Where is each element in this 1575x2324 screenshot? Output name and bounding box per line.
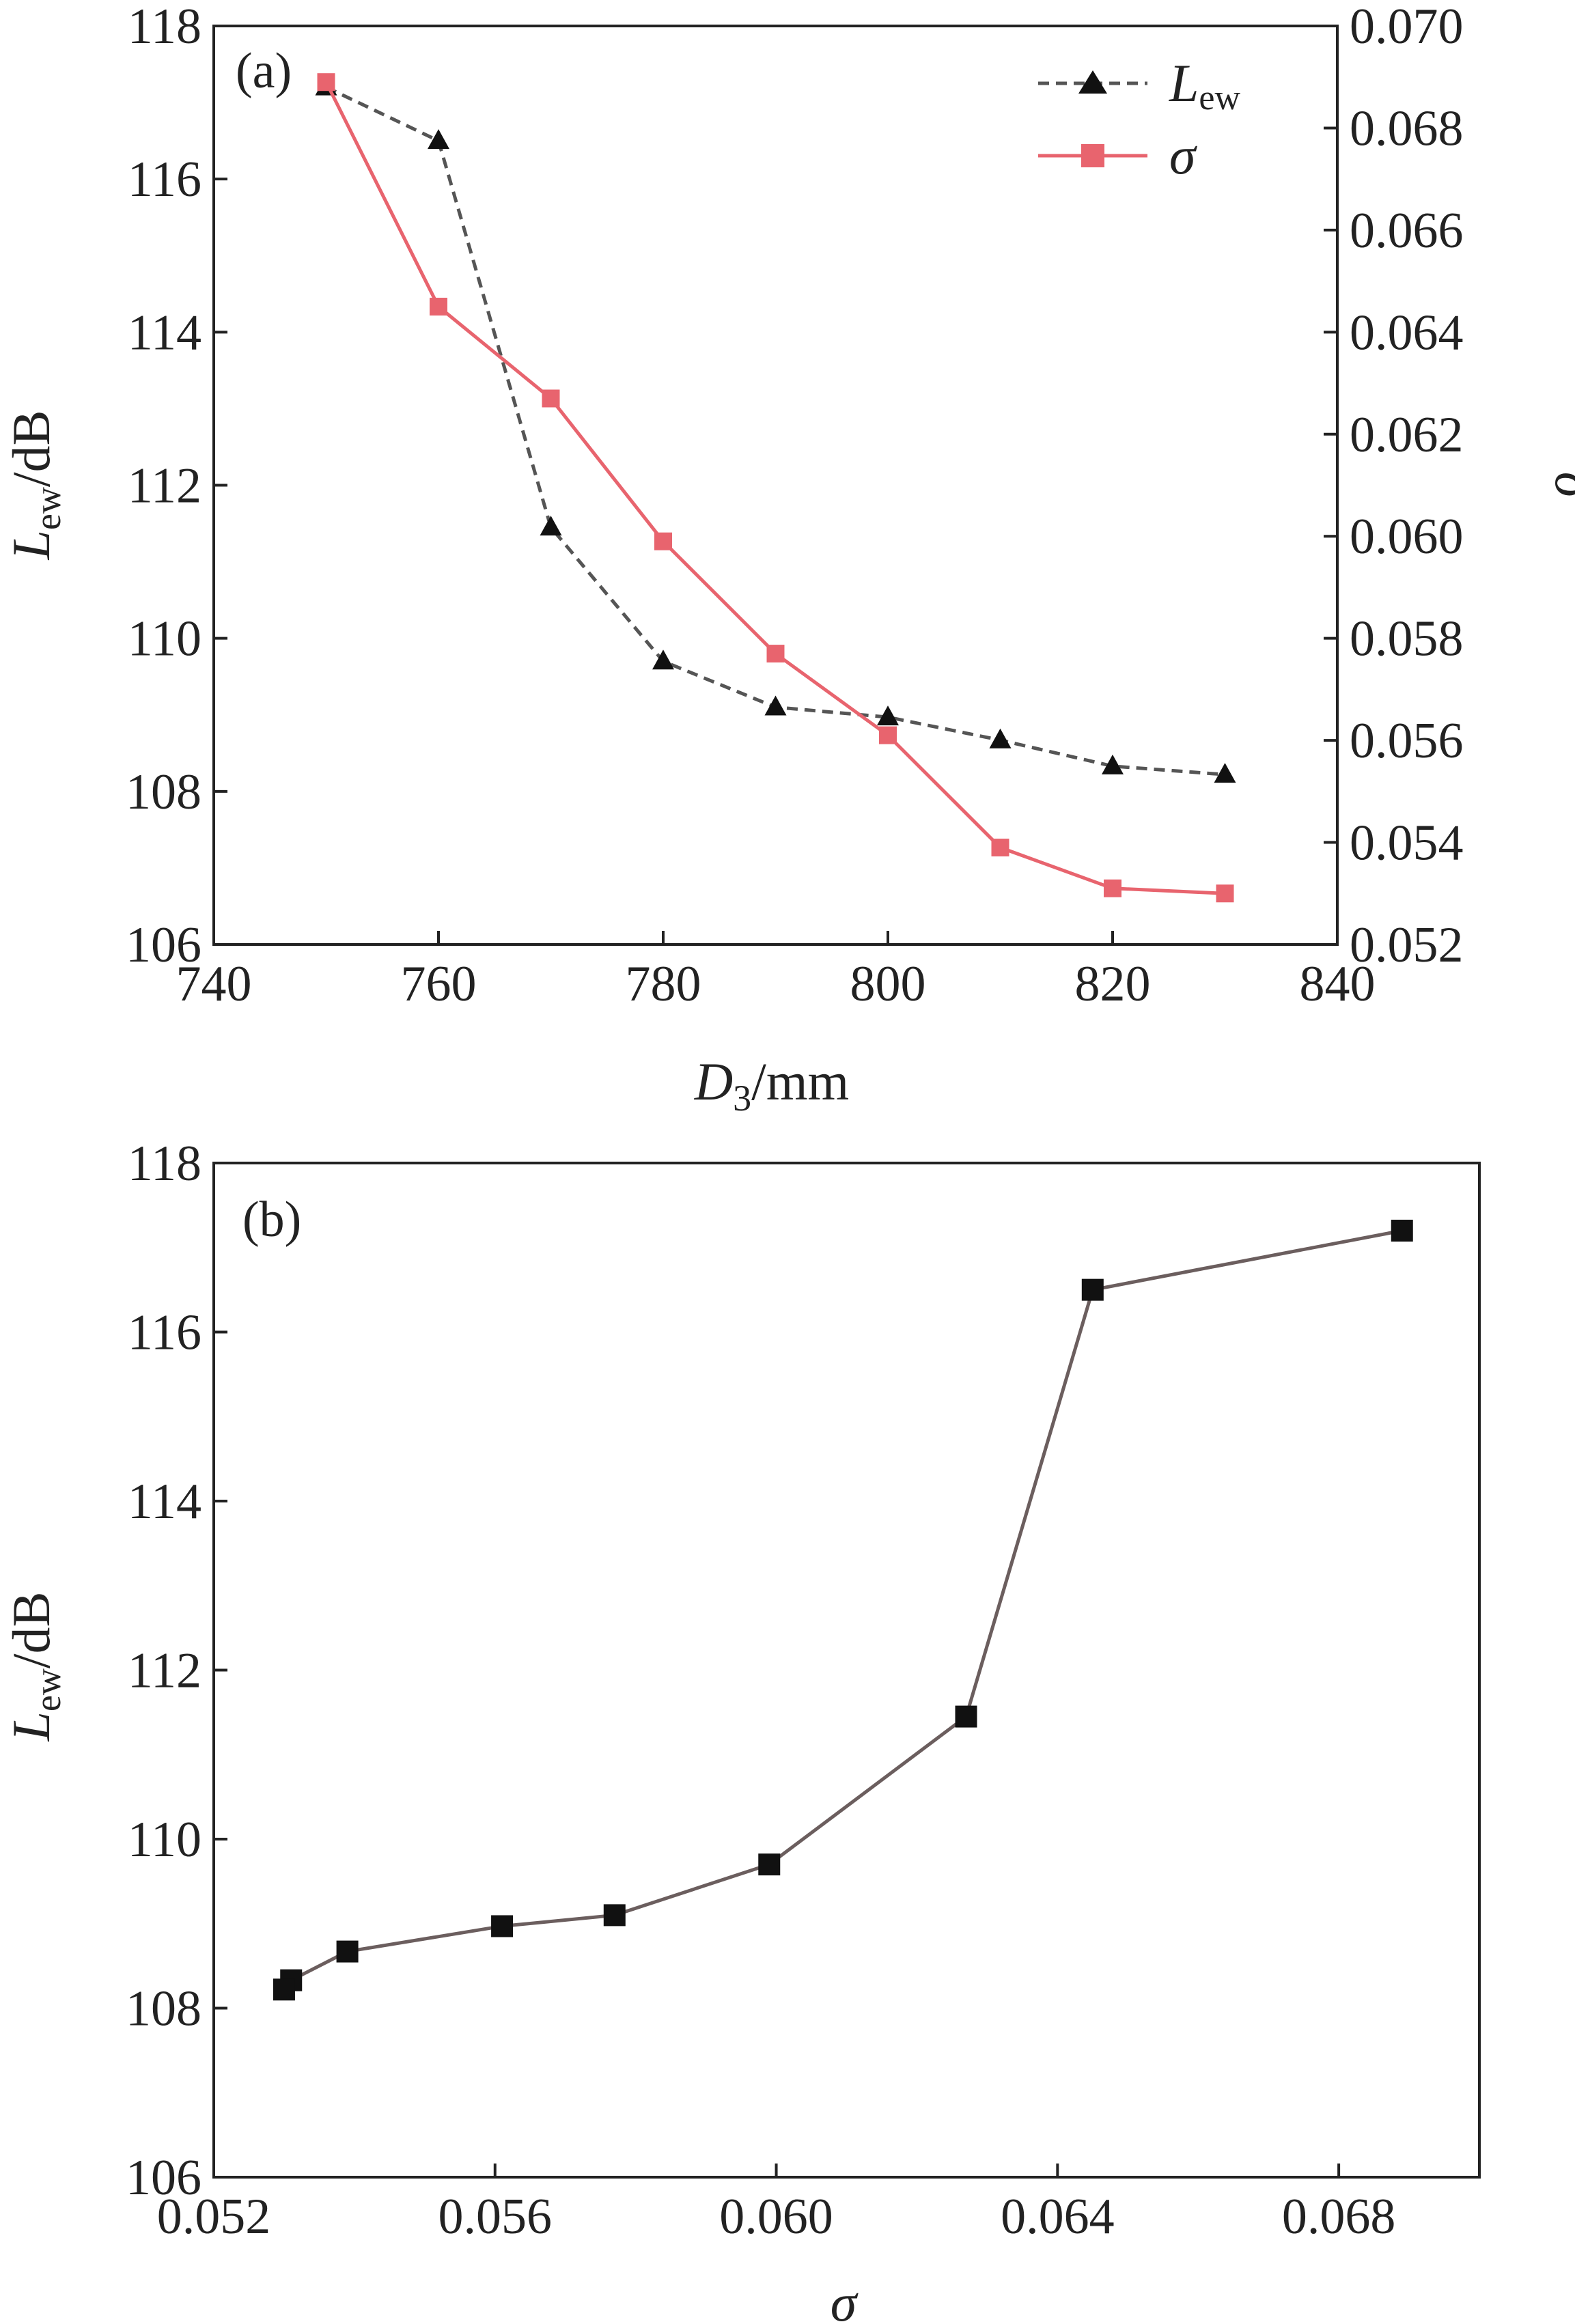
lew-data-point xyxy=(540,516,562,536)
lew-data-point xyxy=(1214,763,1236,783)
panel-b-data-point xyxy=(1081,1278,1104,1301)
panel-b-x-tick-label: 0.052 xyxy=(157,2189,271,2245)
legend-lew-label: Lew xyxy=(1169,53,1240,117)
panel-b-label: (b) xyxy=(242,1192,301,1248)
panel-a-y-right-tick-label: 0.070 xyxy=(1350,0,1464,55)
panel-a-y-left-tick-label: 112 xyxy=(128,458,201,514)
panel-b-y-tick-label: 118 xyxy=(128,1136,201,1192)
panel-b-x-tick-label: 0.060 xyxy=(719,2189,833,2245)
lew-series-line xyxy=(325,85,1225,776)
lew-data-point xyxy=(428,129,449,150)
lew-data-point xyxy=(764,695,787,716)
panel-a-ylabel-main: L xyxy=(1,530,61,560)
lew-data-point xyxy=(989,728,1012,748)
panel-b-chart: 0.052 0.056 0.060 0.064 0.068 106 108 110 112 114… xyxy=(1,1136,1481,2324)
legend-lew-sub: ew xyxy=(1199,79,1240,117)
panel-b-ylabel-sub: ew xyxy=(27,1668,68,1711)
panel-a-ylabel-sub: ew xyxy=(27,487,68,530)
sigma-data-point xyxy=(879,726,897,744)
panel-a-ticks: 740 760 780 800 820 840 106 108 110 112 114 116 118 0… xyxy=(126,0,1464,1012)
legend-entry-sigma: σ xyxy=(1038,126,1197,185)
sigma-data-point xyxy=(317,73,335,92)
panel-a-y-right-tick-label: 0.068 xyxy=(1350,100,1464,156)
panel-a-y-right-tick-label: 0.054 xyxy=(1350,815,1464,871)
panel-b-y-axis-title: Lew/dB xyxy=(1,1591,68,1741)
panel-a-y-left-tick-label: 108 xyxy=(126,764,201,820)
panel-a-y-right-tick-label: 0.058 xyxy=(1350,611,1464,667)
panel-b-data-point xyxy=(491,1915,514,1937)
panel-a-xlabel-main: D xyxy=(694,1052,733,1111)
panel-b-data-point xyxy=(758,1853,781,1876)
panel-a-ylabel-unit: /dB xyxy=(1,410,61,487)
panel-a-y-left-tick-label: 106 xyxy=(126,917,201,973)
lew-data-point xyxy=(652,649,674,670)
lew-data-point xyxy=(1102,754,1124,774)
panel-b-x-tick-label: 0.056 xyxy=(438,2189,553,2245)
panel-b-data-point xyxy=(955,1705,977,1728)
panel-b-series xyxy=(273,1220,1413,2001)
legend-lew-name: L xyxy=(1169,53,1199,113)
panel-b-ylabel-main: L xyxy=(1,1711,61,1741)
sigma-data-point xyxy=(654,532,672,550)
panel-a-y-right-tick-label: 0.060 xyxy=(1350,509,1464,565)
panel-a-x-tick-label: 840 xyxy=(1300,956,1376,1012)
panel-a-y-right-tick-label: 0.052 xyxy=(1350,917,1464,973)
panel-b-y-tick-label: 114 xyxy=(128,1474,201,1530)
panel-b-y-tick-label: 116 xyxy=(128,1305,201,1361)
panel-a-y-right-tick-label: 0.062 xyxy=(1350,407,1464,463)
panel-a-series-lew xyxy=(315,75,1236,783)
sigma-data-point xyxy=(430,297,447,316)
panel-a-x-tick-label: 780 xyxy=(626,956,701,1012)
panel-b-series-line xyxy=(282,1229,1403,1991)
panel-b-x-tick-label: 0.068 xyxy=(1282,2189,1396,2245)
panel-a-y-left-tick-label: 110 xyxy=(128,611,201,667)
panel-a-y-right-tick-label: 0.056 xyxy=(1350,713,1464,769)
legend-sigma-square-marker xyxy=(1081,144,1104,167)
panel-a-x-axis-title: D3/mm xyxy=(694,1052,849,1119)
panel-a-chart: 740 760 780 800 820 840 106 108 110 112 114 116 118 0… xyxy=(1,0,1575,1119)
panel-a-legend: Lew σ xyxy=(1038,53,1240,185)
panel-b-y-tick-label: 112 xyxy=(128,1643,201,1699)
legend-entry-lew: Lew xyxy=(1038,53,1240,117)
panel-a-x-tick-label: 740 xyxy=(176,956,252,1012)
panel-b-x-axis-title: σ xyxy=(831,2273,859,2324)
sigma-data-point xyxy=(991,839,1009,857)
panel-b-data-point xyxy=(1391,1220,1413,1242)
panel-a-xlabel-sub: 3 xyxy=(733,1078,751,1119)
panel-b-x-tick-label: 0.064 xyxy=(1001,2189,1115,2245)
panel-a-xlabel-unit: /mm xyxy=(751,1052,849,1111)
sigma-data-point xyxy=(766,645,785,663)
panel-b-y-tick-label: 110 xyxy=(128,1812,201,1868)
panel-a-y-left-tick-label: 114 xyxy=(128,305,201,361)
legend-lew-triangle-marker xyxy=(1078,70,1107,94)
sigma-data-point xyxy=(1216,884,1234,903)
panel-a-y-left-tick-label: 118 xyxy=(128,0,201,55)
sigma-series-line xyxy=(324,81,1225,895)
sigma-data-point xyxy=(542,389,560,408)
panel-a-x-tick-label: 760 xyxy=(401,956,477,1012)
panel-b-plot-frame xyxy=(212,1162,1481,2179)
panel-b-data-point xyxy=(603,1904,626,1927)
panel-b-data-point xyxy=(336,1940,359,1963)
panel-a-label: (a) xyxy=(236,43,292,99)
panel-a-y-right-tick-label: 0.066 xyxy=(1350,203,1464,259)
panel-b-data-point xyxy=(273,1978,295,2001)
panel-b-y-tick-label: 106 xyxy=(126,2150,201,2206)
legend-sigma-label: σ xyxy=(1169,126,1197,185)
panel-b-ticks: 0.052 0.056 0.060 0.064 0.068 106 108 110 112 114… xyxy=(126,1136,1395,2245)
lew-data-point xyxy=(877,705,899,726)
panel-a-plot-frame xyxy=(212,25,1339,946)
panel-a-y-left-tick-label: 116 xyxy=(128,152,201,208)
sigma-data-point xyxy=(1104,879,1121,897)
panel-a-series-sigma xyxy=(317,73,1234,903)
panel-b-y-tick-label: 108 xyxy=(126,1981,201,2037)
panel-a-y-axis-title-right: σ xyxy=(1544,472,1575,500)
panel-a-y-axis-title-left: Lew/dB xyxy=(1,410,68,560)
panel-a-x-tick-label: 800 xyxy=(850,956,926,1012)
panel-a-y-right-tick-label: 0.064 xyxy=(1350,305,1464,361)
panel-b-ylabel-unit: /dB xyxy=(1,1591,61,1668)
panel-a-x-tick-label: 820 xyxy=(1075,956,1151,1012)
